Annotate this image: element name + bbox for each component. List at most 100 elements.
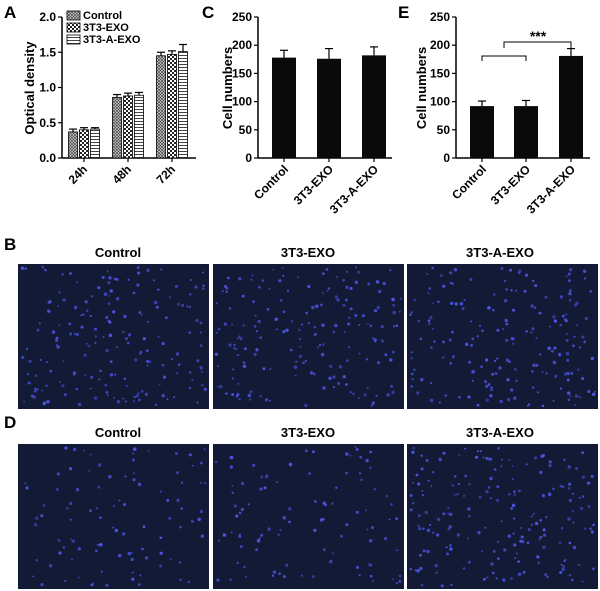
micrograph-cell (43, 401, 47, 405)
micrograph-cell (347, 322, 350, 326)
micrograph-cell (63, 393, 67, 397)
micrograph-cell (225, 290, 228, 294)
micrograph-cell (335, 486, 338, 490)
micrograph-cell (558, 352, 562, 357)
micrograph-cell (466, 537, 469, 540)
micrograph-cell (334, 295, 338, 299)
micrograph-cell (449, 361, 453, 365)
micrograph-cell (321, 272, 325, 276)
micrograph-cell (451, 355, 455, 359)
micrograph-cell (468, 360, 472, 364)
micrograph-cell (454, 302, 458, 306)
micrograph-cell (180, 507, 184, 510)
micrograph-cell (581, 377, 585, 380)
micrograph-cell (58, 291, 61, 294)
micrograph-cell (178, 561, 182, 564)
micrograph-cell (263, 486, 267, 490)
micrograph-cell (413, 368, 416, 371)
micrograph-cell (85, 342, 88, 345)
micrograph-cell (532, 512, 535, 516)
micrograph-cell (495, 577, 498, 580)
micrograph-cell (565, 275, 568, 278)
micrograph-cell (242, 324, 245, 327)
micrograph-cell (108, 276, 112, 280)
micrograph-cell (131, 571, 134, 574)
micrograph-cell (106, 270, 109, 273)
micrograph-cell (583, 340, 587, 344)
chart-e-ytick-label: 250 (430, 10, 450, 24)
micrograph-cell (100, 570, 103, 573)
micrograph-cell (311, 450, 315, 454)
micrograph-cell (244, 575, 248, 579)
micrograph-cell (354, 313, 358, 317)
micrograph-cell (97, 463, 102, 467)
micrograph-cell (259, 395, 262, 398)
micrograph-cell (380, 325, 384, 329)
micrograph-cell (359, 455, 363, 459)
micrograph-cell (266, 307, 270, 311)
micrograph-cell (500, 267, 504, 270)
micrograph-cell (487, 486, 491, 489)
micrograph-cell (376, 361, 381, 365)
micrograph-cell (484, 358, 489, 362)
micrograph-cell (570, 578, 574, 582)
micrograph-cell (257, 285, 261, 289)
micrograph-cell (479, 325, 481, 327)
micrograph-cell (514, 557, 517, 560)
micrograph-d-image-3 (407, 444, 598, 589)
micrograph-cell (360, 478, 363, 482)
micrograph-cell (194, 285, 198, 289)
micrograph-cell (217, 327, 221, 331)
micrograph-cell (390, 384, 393, 388)
micrograph-cell (504, 280, 506, 282)
micrograph-cell (457, 482, 461, 486)
micrograph-cell (392, 303, 396, 307)
micrograph-cell (109, 373, 114, 377)
micrograph-cell (141, 547, 144, 551)
micrograph-cell (298, 354, 302, 358)
micrograph-cell (141, 390, 144, 393)
micrograph-cell (449, 544, 452, 547)
chart-a-ytick-label: 1.0 (39, 81, 56, 95)
micrograph-cell (363, 393, 367, 397)
micrograph-cell (82, 313, 85, 316)
micrograph-cell (552, 399, 555, 402)
micrograph-cell (513, 396, 517, 400)
micrograph-cell (399, 297, 402, 300)
micrograph-cell (517, 560, 521, 563)
chart-a-bar-control-72h (156, 55, 166, 159)
micrograph-cell (187, 580, 190, 584)
micrograph-cell (133, 400, 135, 403)
micrograph-cell (55, 487, 59, 492)
micrograph-cell (238, 277, 242, 281)
micrograph-cell (562, 565, 566, 568)
micrograph-cell (565, 332, 568, 335)
micrograph-cell (568, 292, 572, 296)
micrograph-cell (186, 305, 189, 308)
micrograph-cell (567, 391, 571, 395)
micrograph-cell (321, 323, 325, 327)
micrograph-cell (189, 293, 192, 296)
micrograph-cell (216, 385, 219, 388)
micrograph-cell (372, 337, 375, 340)
micrograph-cell (587, 505, 591, 508)
micrograph-cell (161, 363, 165, 367)
micrograph-cell (349, 307, 353, 311)
micrograph-cell (396, 549, 399, 552)
micrograph-cell (202, 271, 205, 274)
micrograph-cell (431, 266, 434, 270)
micrograph-cell (498, 366, 502, 370)
micrograph-cell (354, 446, 357, 449)
micrograph-cell (458, 454, 461, 457)
micrograph-cell (538, 538, 541, 541)
micrograph-cell (450, 583, 453, 587)
micrograph-cell (200, 370, 203, 374)
micrograph-cell (99, 542, 103, 547)
micrograph-cell (204, 482, 207, 485)
micrograph-cell (484, 380, 488, 384)
micrograph-cell (250, 278, 253, 281)
micrograph-cell (302, 361, 305, 365)
micrograph-cell (58, 551, 62, 555)
micrograph-cell (62, 546, 65, 549)
micrograph-cell (520, 526, 523, 530)
